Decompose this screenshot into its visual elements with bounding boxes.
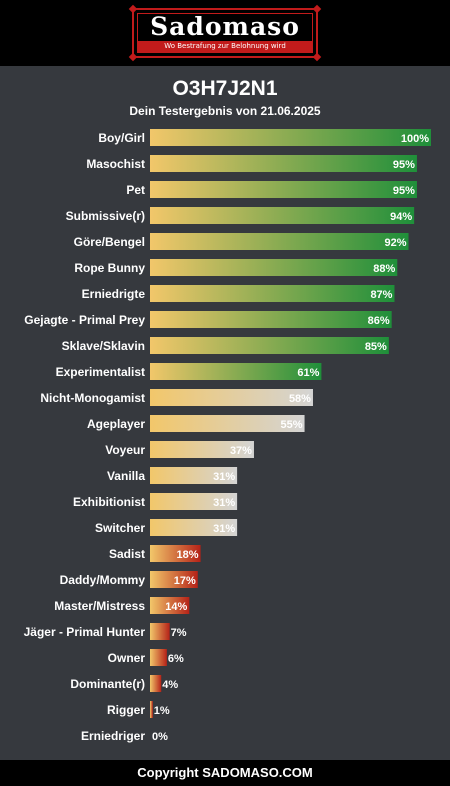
value-label: 31% <box>213 497 235 509</box>
score-bar <box>150 467 238 484</box>
logo-tagline: Wo Bestrafung zur Belohnung wird <box>138 41 312 52</box>
value-label: 14% <box>165 601 187 613</box>
value-label: 18% <box>177 549 199 561</box>
category-label: Jäger - Primal Hunter <box>24 625 146 639</box>
category-label: Rope Bunny <box>74 261 145 275</box>
score-bar <box>150 415 305 432</box>
logo-frame <box>137 13 313 53</box>
category-label: Sklave/Sklavin <box>62 339 145 353</box>
page-footer: Copyright SADOMASO.COM <box>0 760 450 786</box>
score-bar <box>150 623 170 640</box>
result-subtitle: Dein Testergebnis von 21.06.2025 <box>129 104 321 118</box>
site-logo[interactable]: Sadomaso Wo Bestrafung zur Belohnung wir… <box>128 4 322 62</box>
score-bar <box>150 363 322 380</box>
score-bar <box>150 337 389 354</box>
category-label: Ageplayer <box>87 417 145 431</box>
value-label: 0% <box>152 731 168 743</box>
value-label: 4% <box>162 679 178 691</box>
value-label: 37% <box>230 445 252 457</box>
category-label: Rigger <box>107 703 145 717</box>
score-bar <box>150 181 417 198</box>
category-label: Göre/Bengel <box>74 235 145 249</box>
category-label: Experimentalist <box>56 365 145 379</box>
value-label: 86% <box>368 315 390 327</box>
value-label: 61% <box>297 367 319 379</box>
result-code: O3H7J2N1 <box>172 77 278 100</box>
copyright-text: Copyright SADOMASO.COM <box>137 765 313 780</box>
value-label: 85% <box>365 341 387 353</box>
score-bar <box>150 233 409 250</box>
value-label: 58% <box>289 393 311 405</box>
category-label: Erniedriger <box>81 729 145 743</box>
value-label: 55% <box>281 419 303 431</box>
value-label: 92% <box>384 237 406 249</box>
value-label: 17% <box>174 575 196 587</box>
value-label: 31% <box>213 471 235 483</box>
score-bar <box>150 441 254 458</box>
score-bar <box>150 389 313 406</box>
score-bar <box>150 285 395 302</box>
score-bar <box>150 545 201 562</box>
value-label: 87% <box>370 289 392 301</box>
value-label: 100% <box>401 133 429 145</box>
score-bar <box>150 129 431 146</box>
value-label: 1% <box>154 705 170 717</box>
score-bar <box>150 675 162 692</box>
value-label: 94% <box>390 211 412 223</box>
score-bar <box>150 571 198 588</box>
site-header: Sadomaso Wo Bestrafung zur Belohnung wir… <box>0 0 450 66</box>
score-bar <box>150 259 398 276</box>
category-label: Masochist <box>86 157 145 171</box>
score-bar <box>150 701 153 718</box>
value-label: 95% <box>393 159 415 171</box>
score-bar <box>150 597 190 614</box>
value-label: 7% <box>171 627 187 639</box>
category-label: Switcher <box>95 521 145 535</box>
score-bar <box>150 649 167 666</box>
logo-wordmark: Sadomaso <box>150 12 300 41</box>
category-label: Daddy/Mommy <box>60 573 146 587</box>
category-label: Voyeur <box>105 443 145 457</box>
category-label: Pet <box>126 183 145 197</box>
score-bar <box>150 155 417 172</box>
category-label: Gejagte - Primal Prey <box>24 313 145 327</box>
category-label: Nicht-Monogamist <box>40 391 145 405</box>
category-label: Exhibitionist <box>73 495 145 509</box>
category-label: Submissive(r) <box>66 209 145 223</box>
score-bar <box>150 311 392 328</box>
value-label: 95% <box>393 185 415 197</box>
value-label: 31% <box>213 523 235 535</box>
category-label: Boy/Girl <box>98 131 145 145</box>
value-label: 6% <box>168 653 184 665</box>
category-label: Owner <box>108 651 146 665</box>
score-bar <box>150 493 238 510</box>
category-label: Master/Mistress <box>54 599 145 613</box>
category-label: Erniedrigte <box>82 287 146 301</box>
category-label: Sadist <box>109 547 145 561</box>
score-bar <box>150 207 415 224</box>
value-label: 88% <box>373 263 395 275</box>
category-label: Vanilla <box>107 469 145 483</box>
score-bar <box>150 519 238 536</box>
category-label: Dominante(r) <box>70 677 145 691</box>
